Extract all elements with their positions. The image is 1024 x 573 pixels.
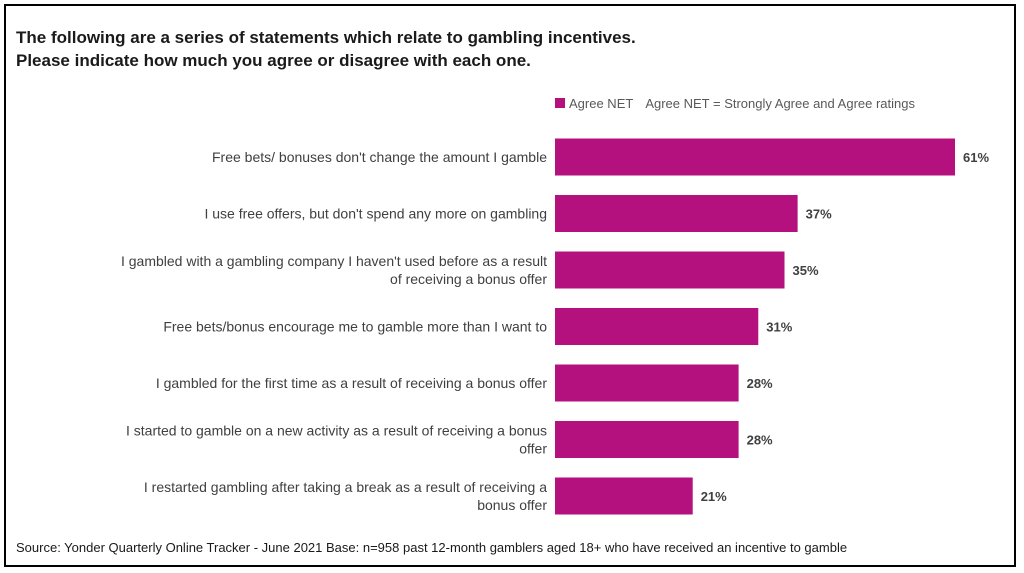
bar-2 (555, 195, 798, 232)
category-label-4: Free bets/bonus encourage me to gamble m… (163, 319, 547, 335)
value-label-3: 35% (793, 263, 819, 278)
value-label-2: 37% (806, 207, 832, 222)
value-label-4: 31% (766, 320, 792, 335)
bar-4 (555, 308, 759, 345)
legend-swatch (555, 98, 565, 108)
category-label-1: Free bets/ bonuses don't change the amou… (212, 149, 547, 165)
category-label-2: I use free offers, but don't spend any m… (204, 206, 547, 222)
legend: Agree NET Agree NET = Strongly Agree and… (555, 93, 915, 113)
source-note: Source: Yonder Quarterly Online Tracker … (16, 540, 848, 555)
category-label-7-line-1: I restarted gambling after taking a brea… (144, 479, 547, 495)
value-label-5: 28% (747, 376, 773, 391)
value-label-6: 28% (747, 433, 773, 448)
bar-6 (555, 421, 739, 458)
chart-title-line-1: The following are a series of statements… (16, 28, 636, 47)
category-label-6-line-2: offer (519, 441, 547, 457)
bar-1 (555, 138, 955, 176)
category-label-6-line-1: I started to gamble on a new activity as… (126, 423, 547, 439)
category-label-3-line-1: I gambled with a gambling company I have… (121, 253, 547, 269)
value-label-7: 21% (701, 489, 727, 504)
bar-7 (555, 477, 693, 515)
bar-3 (555, 251, 785, 289)
legend-series-name: Agree NET (569, 95, 634, 111)
value-label-1: 61% (963, 150, 989, 165)
chart-frame (4, 4, 1016, 567)
category-label-5: I gambled for the first time as a result… (156, 375, 547, 391)
legend-note: Agree NET = Strongly Agree and Agree rat… (645, 95, 915, 111)
category-label-3-line-2: of receiving a bonus offer (390, 271, 547, 287)
bar-5 (555, 364, 739, 402)
chart-title: The following are a series of statements… (16, 26, 916, 72)
chart-title-line-2: Please indicate how much you agree or di… (16, 51, 531, 70)
category-label-7-line-2: bonus offer (477, 497, 547, 513)
